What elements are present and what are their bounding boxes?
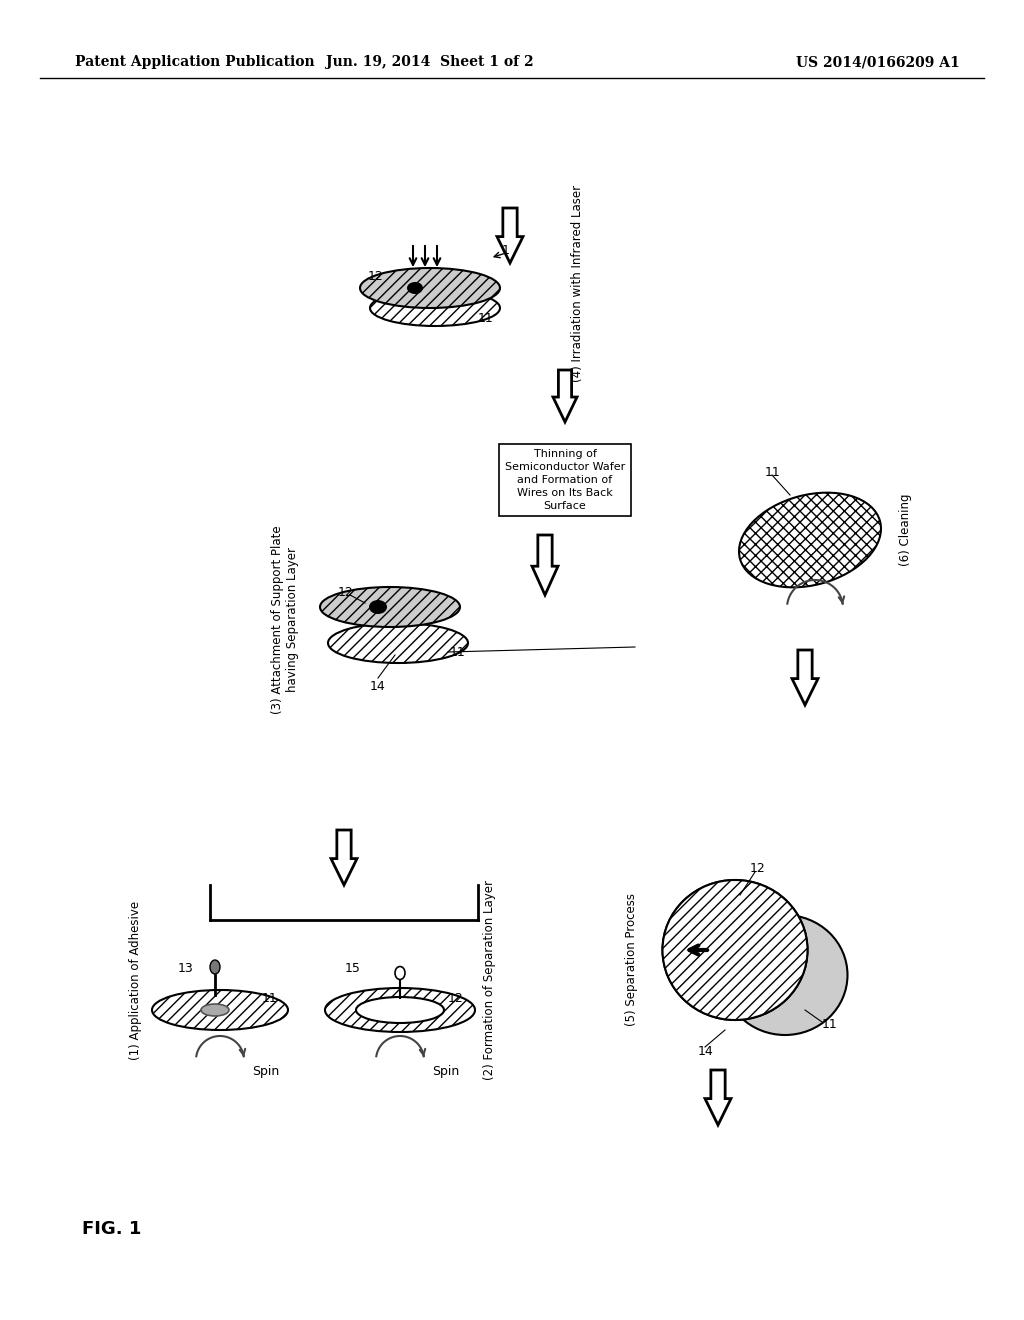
Text: 15: 15 xyxy=(345,961,360,974)
Text: Thinning of
Semiconductor Wafer
and Formation of
Wires on Its Back
Surface: Thinning of Semiconductor Wafer and Form… xyxy=(505,449,625,511)
Ellipse shape xyxy=(395,966,406,979)
Text: US 2014/0166209 A1: US 2014/0166209 A1 xyxy=(797,55,961,69)
Ellipse shape xyxy=(328,623,468,663)
Ellipse shape xyxy=(152,990,288,1030)
Text: 12: 12 xyxy=(368,269,384,282)
Text: 11: 11 xyxy=(822,1019,838,1031)
Text: 14: 14 xyxy=(698,1045,714,1059)
Ellipse shape xyxy=(663,880,808,1020)
Text: FIG. 1: FIG. 1 xyxy=(82,1220,141,1238)
Polygon shape xyxy=(553,370,577,422)
Ellipse shape xyxy=(319,587,460,627)
Text: 12: 12 xyxy=(750,862,766,874)
Text: 11: 11 xyxy=(478,312,494,325)
Polygon shape xyxy=(331,830,357,884)
Ellipse shape xyxy=(210,960,220,974)
Text: Jun. 19, 2014  Sheet 1 of 2: Jun. 19, 2014 Sheet 1 of 2 xyxy=(327,55,534,69)
Ellipse shape xyxy=(663,880,808,1020)
Text: Spin: Spin xyxy=(432,1065,459,1078)
Ellipse shape xyxy=(201,1005,229,1016)
Text: 12: 12 xyxy=(338,586,353,599)
Ellipse shape xyxy=(360,268,500,308)
Text: (6) Cleaning: (6) Cleaning xyxy=(898,494,911,566)
Text: Patent Application Publication: Patent Application Publication xyxy=(75,55,314,69)
Polygon shape xyxy=(705,1071,731,1125)
Text: 12: 12 xyxy=(449,991,464,1005)
Text: 14: 14 xyxy=(370,680,386,693)
Text: 11: 11 xyxy=(765,466,780,479)
Ellipse shape xyxy=(356,997,444,1023)
Ellipse shape xyxy=(369,601,387,614)
Text: (2) Formation of Separation Layer: (2) Formation of Separation Layer xyxy=(483,880,497,1080)
Text: Spin: Spin xyxy=(252,1065,280,1078)
Ellipse shape xyxy=(739,492,881,587)
Text: (5) Separation Process: (5) Separation Process xyxy=(626,894,639,1027)
Ellipse shape xyxy=(407,282,423,294)
Text: 13: 13 xyxy=(178,961,194,974)
Ellipse shape xyxy=(370,290,500,326)
Polygon shape xyxy=(792,649,818,705)
Text: 1: 1 xyxy=(502,243,510,256)
Text: (4) Irradiation with Infrared Laser: (4) Irradiation with Infrared Laser xyxy=(571,185,585,381)
Polygon shape xyxy=(497,209,523,263)
Text: 11: 11 xyxy=(450,647,466,660)
Text: (1) Application of Adhesive: (1) Application of Adhesive xyxy=(128,900,141,1060)
Polygon shape xyxy=(532,535,558,595)
Ellipse shape xyxy=(325,987,475,1032)
Text: (3) Attachment of Support Plate
having Separation Layer: (3) Attachment of Support Plate having S… xyxy=(271,525,299,714)
Text: 11: 11 xyxy=(262,991,278,1005)
Ellipse shape xyxy=(723,915,848,1035)
